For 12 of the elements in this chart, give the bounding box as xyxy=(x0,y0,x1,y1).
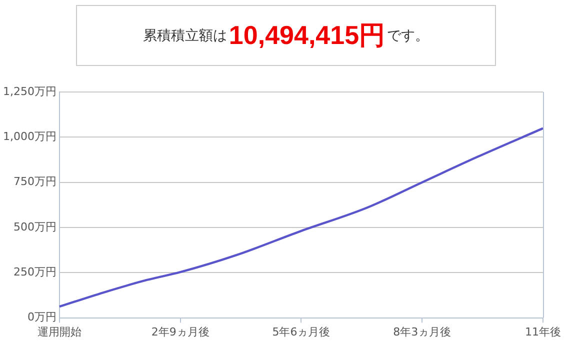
y-tick-label: 250万円 xyxy=(13,266,56,278)
y-tick-label: 500万円 xyxy=(13,220,56,234)
x-tick-label: 11年後 xyxy=(525,325,561,338)
y-tick-label: 1,250万円 xyxy=(2,84,56,98)
line-series xyxy=(58,127,544,308)
x-tick-label: 運用開始 xyxy=(37,325,82,338)
x-tick-label: 8年3ヵ月後 xyxy=(393,325,452,338)
x-tick-label: 2年9ヵ月後 xyxy=(151,325,210,338)
x-tick-label: 5年6ヵ月後 xyxy=(272,325,330,338)
y-tick-label: 0万円 xyxy=(27,310,56,324)
y-tick-label: 1,000万円 xyxy=(2,130,56,144)
y-tick-label: 750万円 xyxy=(13,175,56,188)
